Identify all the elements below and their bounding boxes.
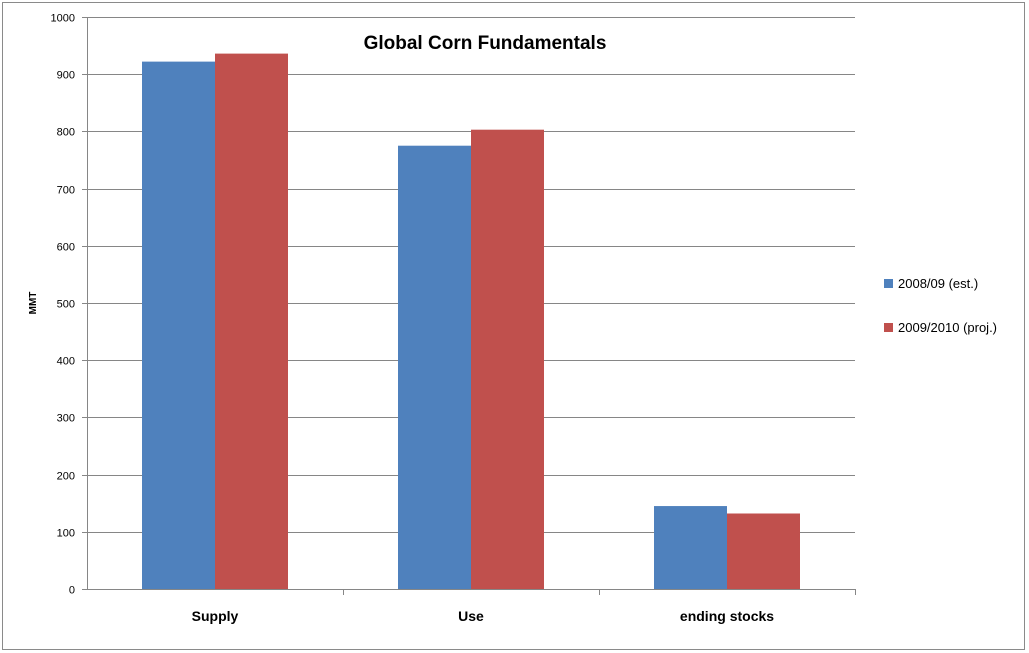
y-tick-label: 600 <box>57 242 75 254</box>
bar-supply-2 <box>215 53 288 589</box>
bar-supply-1 <box>142 61 215 589</box>
legend: 2008/09 (est.) 2009/2010 (proj.) <box>884 276 997 335</box>
y-tick-label: 700 <box>57 185 75 197</box>
chart-title: Global Corn Fundamentals <box>364 33 607 54</box>
bar-ending-stocks-1 <box>654 506 727 589</box>
y-tick-label: 400 <box>57 356 75 368</box>
legend-label: 2009/2010 (proj.) <box>898 320 997 335</box>
y-tick-label: 100 <box>57 528 75 540</box>
bar-use-2 <box>471 129 544 589</box>
y-tick-label: 300 <box>57 413 75 425</box>
y-tick-label: 1000 <box>51 13 75 25</box>
y-tick-label: 0 <box>69 585 75 597</box>
x-category-label: ending stocks <box>680 608 774 624</box>
x-category-label: Use <box>458 608 484 624</box>
y-tick-label: 900 <box>57 70 75 82</box>
bar-ending-stocks-2 <box>727 513 800 589</box>
y-tick-label: 800 <box>57 127 75 139</box>
legend-label: 2008/09 (est.) <box>898 276 978 291</box>
x-category-label: Supply <box>192 608 239 624</box>
axes <box>82 17 856 595</box>
bars <box>142 53 800 589</box>
legend-swatch <box>884 279 893 288</box>
y-tick-labels: 0 100 200 300 400 500 600 700 800 900 1000 <box>51 13 75 597</box>
bar-use-1 <box>398 145 471 589</box>
y-tick-label: 500 <box>57 299 75 311</box>
legend-swatch <box>884 323 893 332</box>
x-category-labels: Supply Use ending stocks <box>192 608 775 624</box>
y-axis-label: MMT <box>28 292 39 315</box>
y-tick-label: 200 <box>57 471 75 483</box>
